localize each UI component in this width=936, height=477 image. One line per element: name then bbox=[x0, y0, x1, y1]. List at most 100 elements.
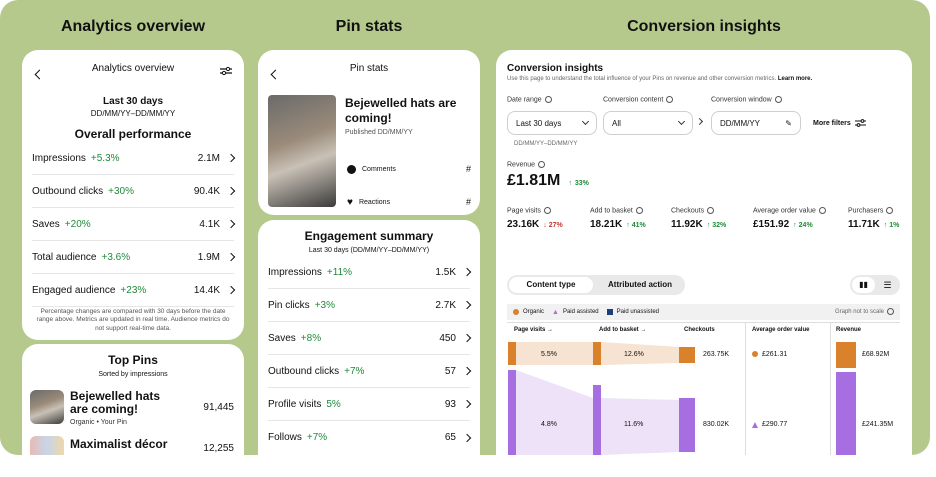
metric-average-order-value: Average order value £151.92 ↑ 24% bbox=[753, 207, 826, 230]
header-title: Analytics overview bbox=[91, 63, 175, 74]
tab-content-type[interactable]: Content type bbox=[509, 277, 593, 293]
metric-row-outbound-clicks[interactable]: Outbound clicks +7% 57 bbox=[268, 355, 472, 388]
metric-change: +30% bbox=[108, 185, 135, 197]
metric-change: +11% bbox=[326, 266, 353, 278]
top-pins-title: Top Pins bbox=[108, 353, 158, 367]
chevron-right-icon bbox=[462, 399, 472, 409]
conversion-title: Conversion insights bbox=[507, 63, 604, 74]
conversion-window-input[interactable]: DD/MM/YY ✎ bbox=[711, 111, 801, 135]
metric-row-impressions[interactable]: Impressions +5.3% 2.1M bbox=[32, 142, 236, 175]
paid-bar-page-visits bbox=[508, 370, 516, 455]
organic-checkouts: 263.75K bbox=[703, 351, 730, 358]
metric-change: +20% bbox=[64, 218, 91, 230]
metric-row-follows[interactable]: Follows +7% 65 bbox=[268, 421, 472, 454]
metric-label: Add to basket bbox=[590, 207, 633, 215]
info-icon bbox=[818, 207, 826, 214]
section-title-conversion: Conversion insights bbox=[627, 18, 781, 35]
more-filters-button[interactable]: More filters bbox=[813, 119, 866, 127]
info-icon bbox=[707, 207, 715, 214]
metric-label: Average order value bbox=[753, 207, 816, 215]
metric-label: Pin clicks bbox=[268, 299, 310, 311]
info-icon bbox=[544, 96, 552, 103]
metric-row-profile-visits[interactable]: Profile visits 5% 93 bbox=[268, 388, 472, 421]
pin-stats-card: Pin stats Bejewelled hats are coming! Pu… bbox=[258, 50, 480, 215]
performance-list: Impressions +5.3% 2.1M Outbound clicks +30%… bbox=[22, 142, 244, 307]
revenue-summary: £1.81M ↑ 33% bbox=[507, 172, 589, 190]
reactions-row: ♥ Reactions # bbox=[347, 196, 471, 208]
footnote: Percentage changes are compared with 30 … bbox=[36, 308, 230, 332]
column-divider bbox=[830, 322, 831, 455]
metric-label: Checkouts bbox=[671, 207, 705, 215]
metric-value: 2.1M bbox=[197, 152, 220, 164]
engagement-summary-card: Engagement summary Last 30 days (DD/MM/Y… bbox=[258, 220, 480, 455]
paid-assisted-swatch: ▲ bbox=[552, 308, 559, 316]
subtitle-text: Use this page to understand the total in… bbox=[507, 76, 777, 82]
heart-icon: ♥ bbox=[347, 196, 353, 208]
organic-flow-band bbox=[601, 342, 679, 365]
paid-flow-band bbox=[601, 398, 679, 455]
performance-title: Overall performance bbox=[74, 127, 192, 141]
learn-more-link[interactable]: Learn more. bbox=[777, 76, 813, 82]
period-range: DD/MM/YY–DD/MM/YY bbox=[90, 109, 176, 118]
label-text: Conversion window bbox=[711, 96, 772, 104]
chevron-right-icon bbox=[462, 300, 472, 310]
organic-bar-page-visits bbox=[508, 342, 516, 365]
metric-row-total-audience[interactable]: Total audience +3.6% 1.9M bbox=[32, 241, 236, 274]
label-text: Date range bbox=[507, 96, 542, 104]
chevron-right-icon bbox=[226, 186, 236, 196]
info-icon bbox=[543, 207, 551, 214]
paid-aov: £290.77 bbox=[762, 421, 788, 428]
metric-row-impressions[interactable]: Impressions +11% 1.5K bbox=[268, 256, 472, 289]
metric-change: 1% bbox=[889, 222, 900, 230]
top-pin-item[interactable]: Maximalist décor 12,255 bbox=[30, 434, 238, 455]
chevron-right-icon bbox=[226, 219, 236, 229]
paid-bar-add-to-basket bbox=[593, 385, 601, 455]
chart-view-button[interactable]: ▮▮ bbox=[852, 277, 875, 293]
metric-row-engaged-audience[interactable]: Engaged audience +23% 14.4K bbox=[32, 274, 236, 307]
view-toggle: ▮▮ ☰ bbox=[850, 275, 900, 295]
column-page-visits: Page visits → bbox=[514, 327, 554, 333]
metric-purchasers: Purchasers 11.71K ↑ 1% bbox=[848, 207, 899, 230]
comments-row: Comments # bbox=[347, 163, 471, 175]
pin-value: 12,255 bbox=[203, 443, 234, 454]
metric-value: 450 bbox=[439, 332, 456, 344]
metric-change: 27% bbox=[548, 222, 563, 230]
paid-add-to-basket-pct: 11.6% bbox=[624, 421, 644, 428]
filter-button[interactable] bbox=[220, 63, 232, 81]
metric-page-visits: Page visits 23.16K ↓ 27% bbox=[507, 207, 563, 230]
revenue-change: 33% bbox=[574, 180, 589, 187]
divider bbox=[507, 322, 900, 323]
metric-value: 90.4K bbox=[193, 185, 220, 197]
column-revenue: Revenue bbox=[836, 327, 862, 333]
paid-bar-revenue bbox=[836, 372, 856, 455]
metric-row-saves[interactable]: Saves +8% 450 bbox=[268, 322, 472, 355]
metric-row-outbound-clicks[interactable]: Outbound clicks +30% 90.4K bbox=[32, 175, 236, 208]
metric-row-pin-clicks[interactable]: Pin clicks +3% 2.7K bbox=[268, 289, 472, 322]
table-view-button[interactable]: ☰ bbox=[877, 277, 898, 293]
paid-unassisted-swatch bbox=[606, 309, 613, 315]
organic-aov-marker bbox=[752, 351, 758, 357]
metric-label: Impressions bbox=[268, 266, 322, 278]
top-pin-item[interactable]: Bejewelled hats are coming! Organic • Yo… bbox=[30, 388, 238, 428]
date-range-select[interactable]: Last 30 days bbox=[507, 111, 597, 135]
conversion-content-select[interactable]: All bbox=[603, 111, 693, 135]
paid-flow-band bbox=[516, 370, 593, 455]
section-title-pin-stats: Pin stats bbox=[335, 18, 403, 35]
legend-organic: Organic bbox=[523, 309, 545, 315]
reactions-value: # bbox=[465, 197, 471, 207]
info-icon bbox=[635, 207, 643, 214]
metric-value: 23.16K bbox=[507, 219, 540, 231]
top-pins-sort: Sorted by impressions bbox=[98, 371, 168, 378]
reactions-label: Reactions bbox=[358, 198, 391, 206]
header-title: Pin stats bbox=[349, 63, 389, 74]
tab-attributed-action[interactable]: Attributed action bbox=[608, 280, 672, 289]
metric-change: +23% bbox=[120, 284, 147, 296]
more-filters-label: More filters bbox=[813, 119, 851, 127]
date-range-sub: DD/MM/YY–DD/MM/YY bbox=[514, 141, 578, 147]
metric-row-saves[interactable]: Saves +20% 4.1K bbox=[32, 208, 236, 241]
metric-label: Total audience bbox=[32, 251, 97, 263]
chevron-right-icon bbox=[462, 433, 472, 442]
metric-label: Profile visits bbox=[268, 398, 322, 410]
pin-title: Bejewelled hats are coming! bbox=[345, 96, 457, 125]
analytics-overview-card: Analytics overview Last 30 days DD/MM/YY… bbox=[22, 50, 244, 340]
